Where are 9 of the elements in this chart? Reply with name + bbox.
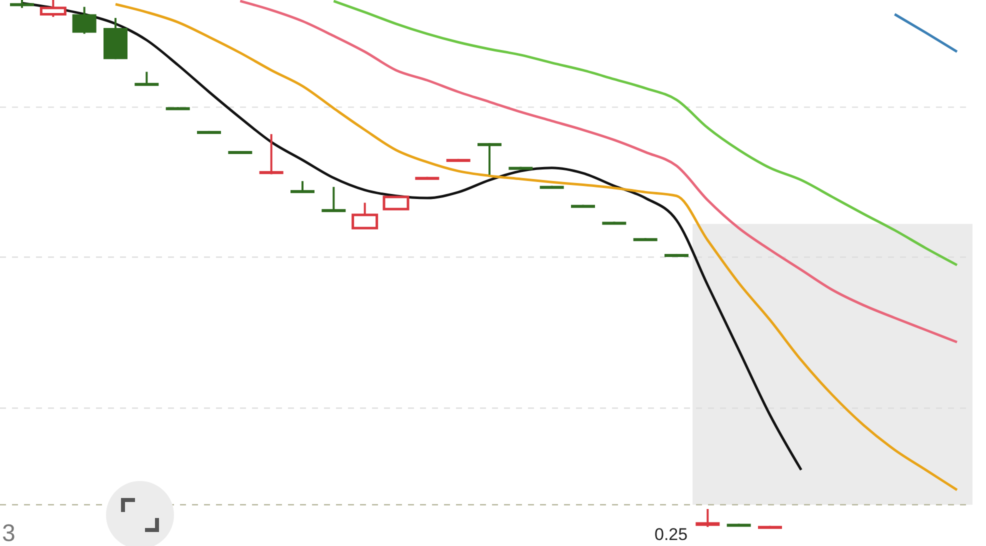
candlestick	[134, 70, 159, 86]
candlestick	[478, 142, 502, 176]
annotation: 0.25	[654, 525, 688, 544]
candlestick	[322, 186, 346, 212]
candlestick	[290, 180, 314, 194]
candlestick	[72, 6, 96, 35]
candlestick	[259, 133, 284, 176]
candlestick	[696, 508, 720, 528]
annotation: 3	[2, 520, 16, 546]
